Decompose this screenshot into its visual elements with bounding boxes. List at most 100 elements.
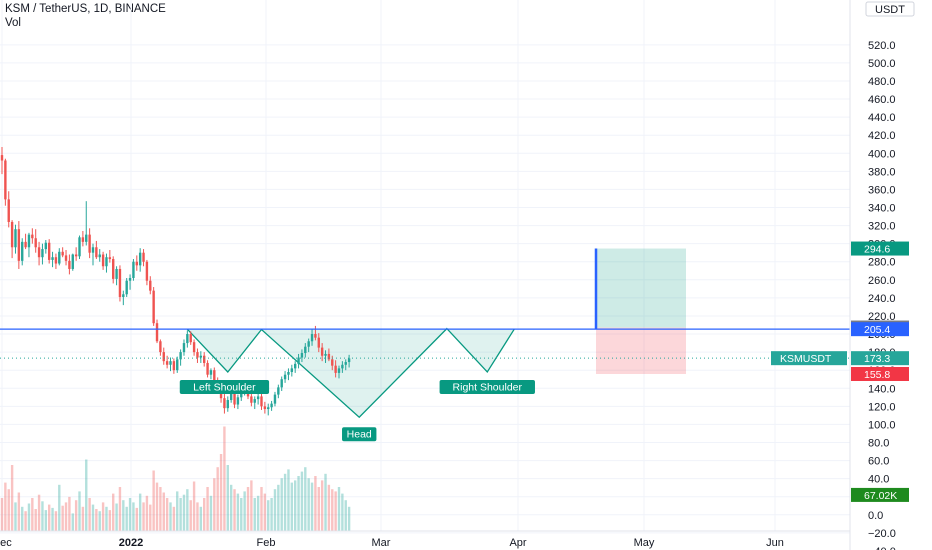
candle[interactable] <box>186 330 189 348</box>
candle[interactable] <box>149 276 152 295</box>
currency-badge[interactable]: USDT <box>865 1 915 17</box>
candle[interactable] <box>320 343 324 362</box>
annotation-head[interactable]: Head <box>342 427 377 442</box>
candle[interactable] <box>24 233 27 250</box>
candle[interactable] <box>250 391 253 407</box>
candle[interactable] <box>206 360 209 378</box>
volume-indicator-label[interactable]: Vol <box>5 17 21 29</box>
candle[interactable] <box>203 352 206 367</box>
candle[interactable] <box>101 251 105 270</box>
candle[interactable] <box>236 394 240 410</box>
candle[interactable] <box>112 256 115 284</box>
candle[interactable] <box>341 361 344 373</box>
candle[interactable] <box>17 221 21 269</box>
candle[interactable] <box>192 339 196 356</box>
annotation-left-shoulder[interactable]: Left Shoulder <box>179 379 270 394</box>
candle[interactable] <box>74 247 78 261</box>
candle[interactable] <box>277 384 280 399</box>
candle[interactable] <box>64 249 68 266</box>
candle[interactable] <box>300 349 304 363</box>
candle[interactable] <box>115 266 118 286</box>
candle[interactable] <box>334 360 337 378</box>
candle[interactable] <box>54 253 58 269</box>
candle[interactable] <box>61 247 64 258</box>
candle[interactable] <box>179 349 182 366</box>
candle[interactable] <box>176 356 179 373</box>
candle[interactable] <box>270 400 273 411</box>
price-tag[interactable]: 173.3 <box>851 351 909 366</box>
candle[interactable] <box>47 239 51 264</box>
price-tag[interactable]: 67.02K <box>851 487 909 502</box>
candle[interactable] <box>324 350 327 363</box>
candle[interactable] <box>58 248 61 266</box>
candle[interactable] <box>256 392 260 405</box>
candle[interactable] <box>280 376 283 391</box>
candle[interactable] <box>293 361 297 373</box>
candle[interactable] <box>0 146 4 175</box>
candle[interactable] <box>155 319 159 344</box>
candle[interactable] <box>91 243 95 266</box>
candle[interactable] <box>344 359 347 371</box>
candle[interactable] <box>14 224 17 254</box>
candle[interactable] <box>37 241 41 266</box>
candle[interactable] <box>196 348 199 363</box>
candle[interactable] <box>108 249 112 263</box>
candle[interactable] <box>304 343 307 358</box>
candle[interactable] <box>142 249 145 267</box>
candle[interactable] <box>71 253 74 271</box>
candle[interactable] <box>21 238 24 266</box>
candle[interactable] <box>4 158 7 206</box>
price-tag[interactable]: 205.4 <box>851 322 909 337</box>
candle[interactable] <box>314 325 317 341</box>
candle[interactable] <box>132 259 135 281</box>
candle[interactable] <box>135 255 138 271</box>
candle[interactable] <box>152 287 155 326</box>
candle[interactable] <box>199 351 203 363</box>
candle[interactable] <box>253 396 256 410</box>
candle[interactable] <box>260 393 263 410</box>
candle[interactable] <box>287 368 290 381</box>
candle[interactable] <box>122 290 125 306</box>
candle[interactable] <box>165 355 169 369</box>
candle[interactable] <box>267 403 270 416</box>
candle[interactable] <box>189 331 192 345</box>
candle[interactable] <box>169 357 172 372</box>
candle[interactable] <box>159 339 162 356</box>
candle[interactable] <box>307 338 310 353</box>
candle[interactable] <box>34 229 37 253</box>
candle[interactable] <box>10 220 14 259</box>
price-tag[interactable]: 294.6 <box>851 241 909 256</box>
candle[interactable] <box>273 391 277 407</box>
candle[interactable] <box>297 353 300 369</box>
candle[interactable] <box>310 328 314 346</box>
candle[interactable] <box>105 253 108 273</box>
candle[interactable] <box>27 232 31 258</box>
candle[interactable] <box>327 348 331 362</box>
candle[interactable] <box>85 201 88 246</box>
candle[interactable] <box>88 228 91 259</box>
candle[interactable] <box>226 396 229 412</box>
candle[interactable] <box>182 339 186 356</box>
candle[interactable] <box>337 365 341 379</box>
candle[interactable] <box>95 240 98 260</box>
candle[interactable] <box>7 191 10 228</box>
candle[interactable] <box>223 391 226 414</box>
candle[interactable] <box>347 354 351 368</box>
candle[interactable] <box>283 371 287 383</box>
candle[interactable] <box>41 243 44 265</box>
price-tag[interactable]: 155.8 <box>851 366 909 381</box>
candle[interactable] <box>317 333 320 353</box>
candle[interactable] <box>51 251 54 268</box>
candle[interactable] <box>263 401 267 414</box>
annotation-right-shoulder[interactable]: Right Shoulder <box>439 379 535 394</box>
candle[interactable] <box>44 240 48 254</box>
candle[interactable] <box>125 278 128 297</box>
candle[interactable] <box>98 249 101 262</box>
candle[interactable] <box>68 254 71 275</box>
candle[interactable] <box>118 265 122 302</box>
candle[interactable] <box>145 259 149 286</box>
candle[interactable] <box>138 248 142 272</box>
candle[interactable] <box>290 364 294 377</box>
candle[interactable] <box>81 231 85 247</box>
